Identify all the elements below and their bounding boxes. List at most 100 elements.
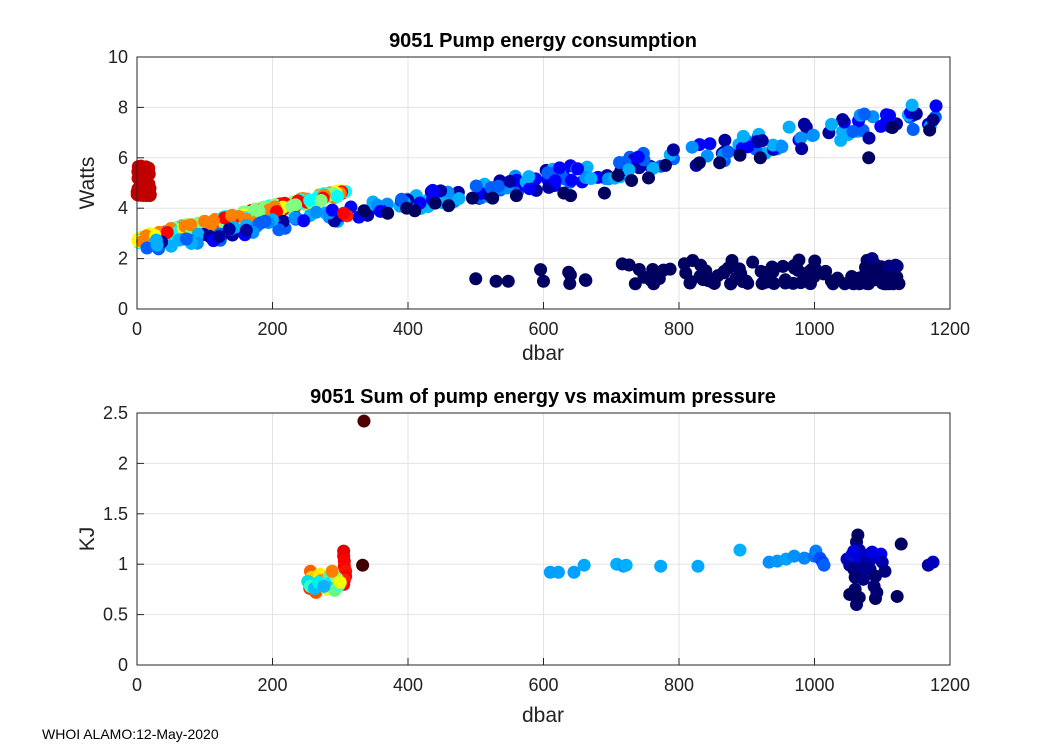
data-point [855,560,869,574]
data-point [696,269,710,283]
x-tick-label: 600 [528,675,558,695]
data-point [317,579,331,593]
data-point [503,174,517,188]
data-point [717,266,731,280]
data-point [140,241,154,255]
data-point [357,204,371,218]
data-point [706,273,720,287]
data-point [845,270,859,284]
y-tick-label: 6 [118,148,128,168]
y-tick-label: 2 [118,249,128,269]
data-point [666,143,680,157]
y-tick-label: 1.5 [103,504,128,524]
data-point [522,170,536,184]
x-tick-label: 1000 [794,319,834,339]
x-tick-label: 1200 [930,675,970,695]
data-point [564,189,578,203]
data-point [892,277,906,291]
data-point [732,262,746,276]
data-point [622,163,636,177]
data-point [658,158,672,172]
y-axis-label: KJ [76,527,99,552]
data-point [862,131,876,145]
data-point [333,575,347,589]
data-point [501,274,515,288]
data-point [787,549,801,563]
data-point [794,131,808,145]
data-point [548,174,562,188]
data-point [212,230,226,244]
data-point [136,188,150,202]
data-point [150,238,164,252]
data-point [677,257,691,271]
data-point [625,173,639,187]
data-point [537,274,550,288]
data-point [890,259,904,273]
data-point [862,151,876,165]
tick-labels: 0 200 400 600 800 1000 1200 0 0.5 1 1.5 2 2.5 [103,403,970,695]
data-point [782,120,796,134]
x-tick-label: 200 [257,319,287,339]
data-point [551,565,565,579]
data-point [325,564,339,578]
data-point [142,161,156,175]
data-point [825,117,839,131]
footer-credit: WHOI ALAMO:12-May-2020 [42,726,219,742]
data-point [325,203,339,217]
x-tick-label: 1200 [930,319,970,339]
data-point [685,140,699,154]
data-point [852,590,866,604]
data-point [856,572,870,586]
data-point [198,214,212,228]
data-point [733,148,747,162]
y-tick-label: 2 [118,453,128,473]
data-point [646,262,660,276]
data-point [297,214,311,228]
data-point [694,258,708,272]
data-point [140,176,154,190]
data-point [718,133,732,147]
data-point [330,189,344,203]
data-point [642,171,656,185]
data-point [775,140,789,154]
data-point [469,179,483,193]
y-tick-label: 1 [118,554,128,574]
data-point [652,271,666,285]
data-point [721,145,735,159]
data-point [795,142,809,156]
data-points [130,98,943,291]
data-point [851,528,865,542]
data-point [870,585,884,599]
y-tick-label: 8 [118,97,128,117]
x-tick-label: 400 [393,675,423,695]
data-point [534,263,548,277]
plot-title: 9051 Sum of pump energy vs maximum press… [310,386,776,408]
data-point [577,558,591,572]
data-point [778,276,792,290]
data-point [758,266,772,280]
data-point [631,150,645,164]
data-point [929,99,943,113]
data-point [486,191,500,205]
x-tick-label: 800 [664,319,694,339]
data-point [890,589,904,603]
data-point [272,223,286,237]
data-point [906,122,920,136]
data-point [619,558,633,572]
data-point [741,140,755,154]
data-point [746,255,760,269]
data-point [428,196,442,210]
data-point [806,128,820,142]
data-point [817,558,831,572]
data-point [905,98,919,112]
data-point [733,543,747,557]
data-point [622,258,636,272]
data-point [736,129,750,143]
data-point [465,191,479,205]
data-point [427,185,441,199]
data-point [314,193,328,207]
data-point [787,259,801,273]
data-point [926,113,940,127]
data-point [847,544,861,558]
data-point [289,198,303,212]
